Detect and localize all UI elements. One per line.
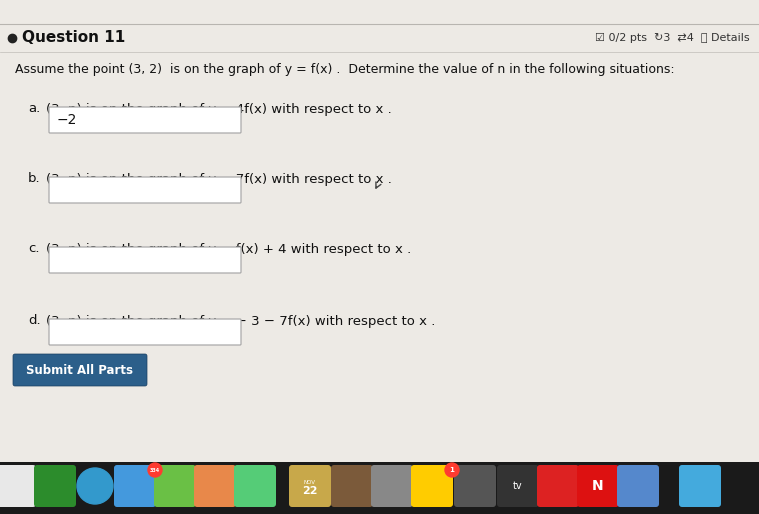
FancyBboxPatch shape	[49, 319, 241, 345]
FancyBboxPatch shape	[0, 465, 36, 507]
FancyBboxPatch shape	[577, 465, 619, 507]
FancyBboxPatch shape	[497, 465, 539, 507]
FancyBboxPatch shape	[617, 465, 659, 507]
Text: N: N	[592, 479, 604, 493]
Text: Submit All Parts: Submit All Parts	[27, 363, 134, 376]
FancyBboxPatch shape	[114, 465, 156, 507]
FancyBboxPatch shape	[289, 465, 331, 507]
FancyBboxPatch shape	[154, 465, 196, 507]
Text: NOV: NOV	[304, 480, 316, 485]
FancyBboxPatch shape	[537, 465, 579, 507]
Text: Assume the point (3, 2)  is on the graph of y = f(x) .  Determine the value of n: Assume the point (3, 2) is on the graph …	[15, 63, 675, 76]
Text: c.: c.	[28, 243, 39, 255]
Text: 1: 1	[449, 467, 455, 473]
Text: Question 11: Question 11	[22, 30, 125, 46]
FancyBboxPatch shape	[234, 465, 276, 507]
FancyBboxPatch shape	[194, 465, 236, 507]
Text: (3, n) is on the graph of y = f(x) + 4 with respect to x .: (3, n) is on the graph of y = f(x) + 4 w…	[46, 243, 411, 255]
Text: a.: a.	[28, 102, 40, 116]
Bar	[0, 0, 759, 20]
Text: −2: −2	[57, 113, 77, 127]
Circle shape	[445, 463, 459, 477]
FancyBboxPatch shape	[49, 177, 241, 203]
Text: ☑ 0/2 pts  ↻3  ⇄4  ⓘ Details: ☑ 0/2 pts ↻3 ⇄4 ⓘ Details	[595, 33, 750, 43]
Bar	[0, 0, 759, 462]
FancyBboxPatch shape	[49, 107, 241, 133]
FancyBboxPatch shape	[49, 247, 241, 273]
FancyBboxPatch shape	[371, 465, 413, 507]
Text: 334: 334	[150, 468, 160, 472]
FancyBboxPatch shape	[679, 465, 721, 507]
Text: (3, n) is on the graph of y = 4f(x) with respect to x .: (3, n) is on the graph of y = 4f(x) with…	[46, 102, 392, 116]
Circle shape	[77, 468, 113, 504]
FancyBboxPatch shape	[454, 465, 496, 507]
Text: 22: 22	[302, 486, 318, 496]
FancyBboxPatch shape	[13, 354, 147, 386]
Text: (3, n) is on the graph of y = 7f(x) with respect to x .: (3, n) is on the graph of y = 7f(x) with…	[46, 173, 392, 186]
Bar	[0, 462, 759, 514]
Text: tv: tv	[513, 481, 523, 491]
FancyBboxPatch shape	[34, 465, 76, 507]
FancyBboxPatch shape	[411, 465, 453, 507]
Circle shape	[148, 463, 162, 477]
Text: d.: d.	[28, 315, 41, 327]
FancyBboxPatch shape	[331, 465, 373, 507]
Text: b.: b.	[28, 173, 41, 186]
Text: (3, n) is on the graph of y = − 3 − 7f(x) with respect to x .: (3, n) is on the graph of y = − 3 − 7f(x…	[46, 315, 436, 327]
